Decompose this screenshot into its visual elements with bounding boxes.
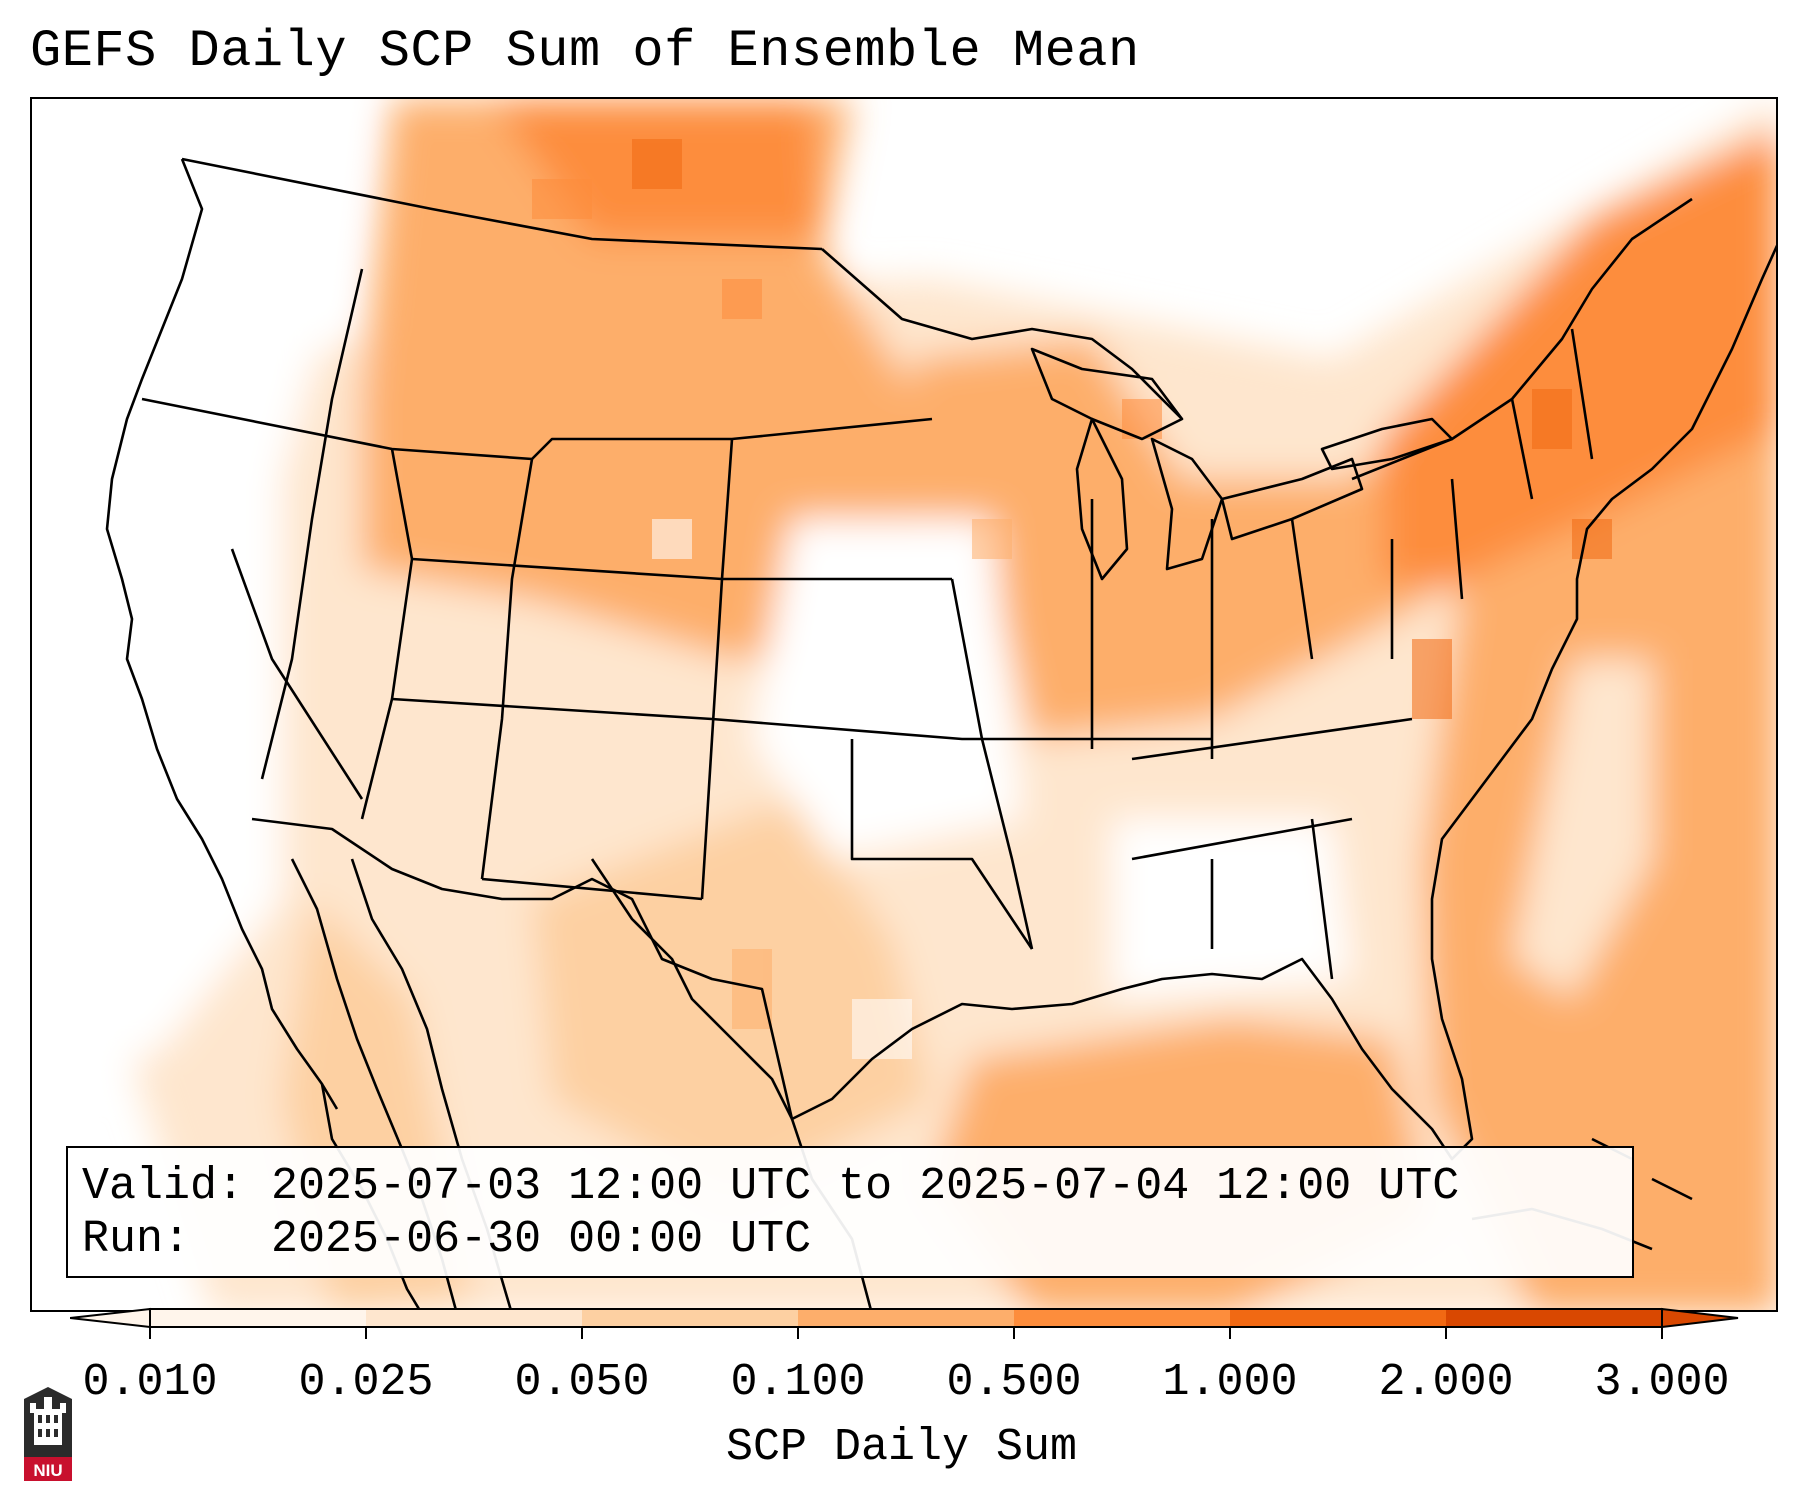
colorbar-bin (366, 1309, 582, 1327)
colorbar-tick-label: 1.000 (1162, 1357, 1298, 1408)
colorbar (70, 1307, 1739, 1339)
colorbar-tick-label: 3.000 (1594, 1357, 1730, 1408)
niu-logo-icon: NIU (24, 1387, 72, 1481)
colorbar-bin (582, 1309, 798, 1327)
colorbar-bin (150, 1309, 366, 1327)
scp-texture (532, 139, 1612, 1059)
valid-run-info-box: Valid: 2025-07-03 12:00 UTC to 2025-07-0… (66, 1146, 1634, 1278)
colorbar-tick-label: 0.500 (946, 1357, 1082, 1408)
colorbar-tick-label: 0.025 (298, 1357, 434, 1408)
scp-shading (32, 99, 1776, 1310)
colorbar-tick-label: 0.100 (730, 1357, 866, 1408)
scp-map (32, 99, 1776, 1310)
valid-label: Valid: (82, 1161, 245, 1212)
colorbar-ticks (149, 1327, 1663, 1339)
colorbar-bin (1446, 1309, 1662, 1327)
colorbar-extend-high (1661, 1307, 1739, 1329)
svg-text:NIU: NIU (33, 1461, 62, 1480)
colorbar-bin (798, 1309, 1014, 1327)
map-title: GEFS Daily SCP Sum of Ensemble Mean (30, 22, 1140, 81)
colorbar-bin (1230, 1309, 1446, 1327)
valid-value: 2025-07-03 12:00 UTC to 2025-07-04 12:00… (271, 1161, 1460, 1212)
colorbar-extend-low (70, 1307, 151, 1329)
run-value: 2025-06-30 00:00 UTC (271, 1214, 812, 1265)
colorbar-bin (1014, 1309, 1230, 1327)
colorbar-tick-label: 0.010 (82, 1357, 218, 1408)
colorbar-label: SCP Daily Sum (725, 1422, 1078, 1473)
run-label: Run: (82, 1214, 191, 1265)
colorbar-tick-label: 2.000 (1378, 1357, 1514, 1408)
colorbar-tick-label: 0.050 (514, 1357, 650, 1408)
map-panel (30, 97, 1778, 1312)
